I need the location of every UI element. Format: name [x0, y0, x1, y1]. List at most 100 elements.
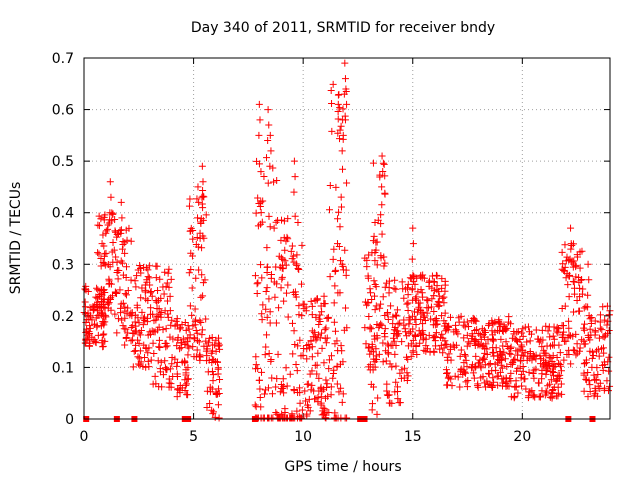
data-point [427, 315, 435, 323]
data-point [202, 315, 210, 323]
data-point [90, 337, 98, 345]
data-point [561, 263, 569, 271]
data-point [443, 369, 451, 377]
data-point [502, 378, 510, 386]
data-point [400, 374, 408, 382]
data-point [296, 336, 304, 344]
data-point [135, 354, 143, 362]
data-point [562, 274, 570, 282]
data-point [518, 329, 526, 337]
data-point [88, 316, 96, 324]
x-tick-label: 20 [513, 429, 531, 445]
data-point [289, 350, 297, 358]
data-point [176, 325, 184, 333]
data-point [279, 261, 287, 269]
data-point [327, 352, 335, 360]
data-point [272, 319, 280, 327]
data-point [156, 365, 164, 373]
y-tick-label: 0.7 [52, 51, 74, 67]
data-point [457, 366, 465, 374]
data-point [100, 330, 108, 338]
data-point [334, 91, 342, 99]
plot-frame [83, 57, 611, 420]
data-point [324, 313, 332, 321]
data-point [400, 316, 408, 324]
data-point [340, 90, 348, 98]
data-point [414, 288, 422, 296]
data-point [314, 349, 322, 357]
data-point [256, 385, 264, 393]
data-point [296, 399, 304, 407]
data-point [165, 383, 173, 391]
data-point [177, 344, 185, 352]
data-point [546, 380, 554, 388]
data-point [134, 314, 142, 322]
data-point [308, 302, 316, 310]
data-point [195, 338, 203, 346]
data-point [297, 280, 305, 288]
data-point [447, 313, 455, 321]
data-point [376, 304, 384, 312]
data-point [342, 266, 350, 274]
data-point [121, 307, 129, 315]
data-point [505, 313, 513, 321]
data-point [127, 276, 135, 284]
data-point [155, 336, 163, 344]
data-point [431, 316, 439, 324]
data-point [495, 355, 503, 363]
data-point [106, 209, 114, 217]
data-point [113, 258, 121, 266]
data-point [130, 347, 138, 355]
data-point [571, 290, 579, 298]
data-point [186, 331, 194, 339]
data-point [163, 342, 171, 350]
data-point [377, 252, 385, 260]
data-point [475, 340, 483, 348]
data-point [315, 374, 323, 382]
data-point [188, 284, 196, 292]
data-point [409, 336, 417, 344]
data-point [256, 393, 264, 401]
data-point [256, 116, 264, 124]
data-point [266, 223, 274, 231]
data-point [582, 375, 590, 383]
data-point [385, 277, 393, 285]
data-point [95, 212, 103, 220]
data-point [371, 292, 379, 300]
data-point [596, 318, 604, 326]
data-point [144, 349, 152, 357]
data-point [438, 284, 446, 292]
data-point [436, 345, 444, 353]
data-point [409, 224, 417, 232]
data-point [98, 287, 106, 295]
data-point [255, 100, 263, 108]
data-point [298, 241, 306, 249]
data-point [565, 350, 573, 358]
data-point [201, 276, 209, 284]
data-point [430, 348, 438, 356]
data-point [192, 274, 200, 282]
data-point [263, 263, 271, 271]
data-point [438, 330, 446, 338]
data-point [380, 262, 388, 270]
data-point [138, 284, 146, 292]
data-point [319, 404, 327, 412]
data-point [362, 340, 370, 348]
data-point [278, 275, 286, 283]
data-point [424, 304, 432, 312]
data-point [479, 373, 487, 381]
data-point [463, 363, 471, 371]
data-point [370, 277, 378, 285]
data-point [449, 341, 457, 349]
data-point [486, 359, 494, 367]
data-point [84, 331, 92, 339]
data-point [343, 179, 351, 187]
data-point [258, 368, 266, 376]
data-point [406, 274, 414, 282]
data-point [500, 321, 508, 329]
data-point [274, 414, 282, 422]
data-point [139, 321, 147, 329]
data-point [485, 320, 493, 328]
data-point [323, 380, 331, 388]
data-point [385, 284, 393, 292]
